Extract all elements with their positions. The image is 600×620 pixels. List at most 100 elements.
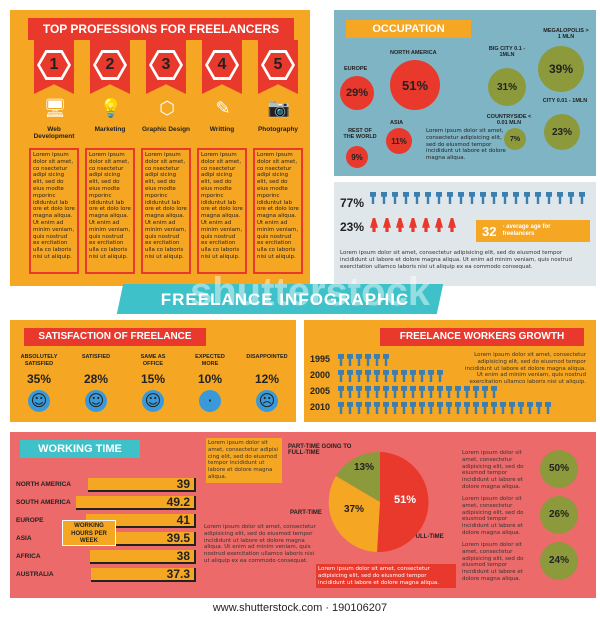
worker-figure-icon <box>347 386 353 398</box>
worker-figure-icon <box>374 402 380 414</box>
male-figure-icon <box>392 192 398 204</box>
region-label: ASIA <box>16 535 32 542</box>
profession-number: 4 <box>208 53 236 77</box>
worker-figure-icon <box>392 370 398 382</box>
countryside-label: COUNTRYSIDE < 0.01 MLN <box>486 114 532 126</box>
worker-figure-icon <box>392 386 398 398</box>
city-circle: 23% <box>544 114 580 150</box>
worker-figure-icon <box>383 386 389 398</box>
female-figure-icon <box>396 218 404 232</box>
satisfaction-value: 28% <box>83 372 109 386</box>
shapes-icon: ⬡ <box>159 98 175 119</box>
happy-face-icon: ☺ <box>85 390 107 412</box>
worker-figure-icon <box>428 386 434 398</box>
worker-figure-icon <box>365 402 371 414</box>
age-box: 32 - average age for freelancers <box>476 220 590 242</box>
watermark-text: shutterstock <box>189 270 431 314</box>
working-time-text: Lorem ipsum dolor sit amet, consectetur … <box>204 524 316 564</box>
lightbulb-icon: 💡 <box>99 98 123 119</box>
male-figure-icon <box>403 192 409 204</box>
worker-figure-icon <box>356 370 362 382</box>
male-figure-icon <box>568 192 574 204</box>
gender-text: Lorem ipsum dolor sit amet, consectetur … <box>340 250 572 270</box>
profession-number: 5 <box>264 53 292 77</box>
profession-text: Lorem ipsum dolor sit amet, co nsectetur… <box>253 148 303 274</box>
neutral-face-icon: · <box>199 390 221 412</box>
professions-panel: TOP PROFESSIONS FOR FREELANCERS 1 🖥 Web de… <box>10 10 310 286</box>
worker-figure-icon <box>419 402 425 414</box>
female-figure-icon <box>409 218 417 232</box>
worker-figure-icon <box>437 386 443 398</box>
city-label: CITY 0.01 - 1MLN <box>542 98 588 104</box>
worker-figure-icon <box>383 354 389 366</box>
hours-bar: 38 <box>90 550 196 564</box>
stat-circle: 26% <box>540 496 578 534</box>
worker-figure-icon <box>401 370 407 382</box>
worker-figure-icon <box>383 402 389 414</box>
female-figure-icon <box>422 218 430 232</box>
satisfaction-label: ABSOLUTELY SATISFIED <box>20 354 58 367</box>
profession-text: Lorem ipsum dolor sit amet, co nsectetur… <box>197 148 247 274</box>
region-label: AUSTRALIA <box>16 571 54 578</box>
worker-figure-icon <box>527 402 533 414</box>
stat-text: Lorem ipsum dolor sit amet, consectetur … <box>462 542 524 582</box>
happy-face-icon: ☺ <box>142 390 164 412</box>
worker-figure-icon <box>338 354 344 366</box>
worker-figure-icon <box>437 402 443 414</box>
male-figure-icon <box>458 192 464 204</box>
female-figure-icon <box>383 218 391 232</box>
worker-figure-icon <box>419 370 425 382</box>
worker-figure-icon <box>464 386 470 398</box>
north-america-label: NORTH AMERICA <box>390 50 437 56</box>
region-label: SOUTH AMERICA <box>16 499 71 506</box>
hours-per-week-label: WORKING HOURS PER WEEK <box>62 520 116 546</box>
worker-figure-icon <box>365 354 371 366</box>
worker-figure-icon <box>446 402 452 414</box>
worker-figure-icon <box>491 402 497 414</box>
worker-figure-icon <box>428 370 434 382</box>
asia-circle: 11% <box>386 128 412 154</box>
male-figure-icon <box>370 192 376 204</box>
worker-figure-icon <box>482 402 488 414</box>
worker-figure-icon <box>473 386 479 398</box>
satisfaction-label: EXPECTED MORE <box>195 354 225 367</box>
rest-circle: 9% <box>346 146 368 168</box>
pie-label-full: FULL-TIME <box>412 534 444 540</box>
worker-figure-icon <box>365 370 371 382</box>
satisfaction-label: SATISFIED <box>81 354 111 360</box>
male-figure-icon <box>469 192 475 204</box>
profession-number: 1 <box>40 53 68 77</box>
footer-url: www.shutterstock.com · 190106207 <box>212 602 388 614</box>
stat-text: Lorem ipsum dolor sit amet, consectetur … <box>462 496 524 536</box>
worker-figure-icon <box>536 402 542 414</box>
worker-figure-icon <box>365 386 371 398</box>
worker-figure-icon <box>428 402 434 414</box>
worker-figure-icon <box>356 354 362 366</box>
male-figure-icon <box>436 192 442 204</box>
worker-figure-icon <box>437 370 443 382</box>
profession-text: Lorem ipsum dolor sit amet, co nsectetur… <box>29 148 79 274</box>
satisfaction-title: SATISFACTION OF FREELANCE <box>24 328 206 346</box>
female-pct: 23% <box>340 220 365 234</box>
male-figure-icon <box>425 192 431 204</box>
working-time-panel: WORKING TIME Lorem ipsum dolor sit amet,… <box>10 432 596 598</box>
pie-value-full: 51% <box>394 494 417 506</box>
male-figure-icon <box>381 192 387 204</box>
male-figure-icon <box>546 192 552 204</box>
worker-figure-icon <box>464 402 470 414</box>
male-icons-row <box>370 192 590 206</box>
profession-label: Marketing <box>94 126 126 133</box>
worker-figure-icon <box>491 386 497 398</box>
male-figure-icon <box>491 192 497 204</box>
worker-figure-icon <box>473 402 479 414</box>
profession-text: Lorem ipsum dolor sit amet, co nsectetur… <box>141 148 191 274</box>
female-icons-row <box>370 218 470 234</box>
satisfaction-value: 10% <box>197 372 223 386</box>
banner-title: FREELANCE INFOGRAPHIC <box>160 290 410 309</box>
profession-label: Graphic design <box>141 126 191 133</box>
worker-figure-icon <box>482 386 488 398</box>
growth-text: Lorem ipsum dolor sit amet, consectetur … <box>464 352 586 372</box>
profession-number: 2 <box>96 53 124 77</box>
pie-slice-full <box>377 452 429 553</box>
megalopolis-circle: 39% <box>538 46 584 92</box>
